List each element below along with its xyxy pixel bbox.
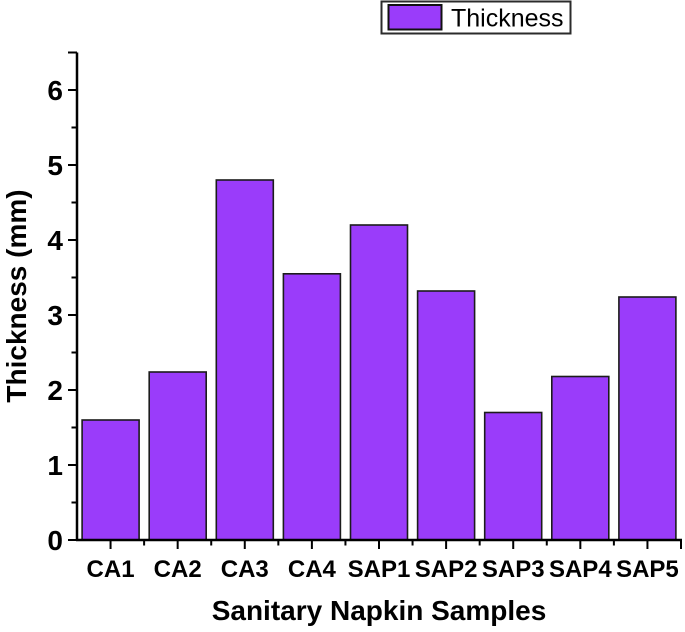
x-tick-label-CA2: CA2 (154, 556, 202, 583)
x-axis-title: Sanitary Napkin Samples (212, 595, 547, 626)
y-axis-title: Thickness (mm) (1, 189, 32, 402)
bar-CA3 (215, 179, 275, 541)
x-tick-label-SAP5: SAP5 (616, 556, 679, 583)
bar-SAP3 (483, 411, 543, 541)
y-tick-label-0: 0 (47, 525, 63, 556)
x-tick-label-CA4: CA4 (288, 556, 337, 583)
y-tick-label-1: 1 (47, 450, 63, 481)
bar-CA1 (81, 419, 140, 541)
y-tick-label-2: 2 (47, 375, 63, 406)
axes-group: 0 1 2 3 4 5 6 CA1 CA2 CA3 CA4 SAP1 SAP2 SAP3 SAP4 SAP5 (47, 51, 682, 583)
y-tick-label-4: 4 (47, 225, 63, 256)
legend: Thickness (380, 0, 572, 35)
x-tick-label-SAP3: SAP3 (482, 556, 545, 583)
bar-SAP2 (416, 290, 476, 541)
bars-group (81, 179, 677, 541)
bar-SAP1 (349, 224, 409, 541)
bar-CA4 (282, 272, 342, 541)
x-tick-label-SAP4: SAP4 (549, 556, 612, 583)
bar-SAP5 (618, 296, 677, 541)
x-tick-label-SAP2: SAP2 (415, 556, 478, 583)
bar-SAP4 (550, 375, 610, 541)
legend-label: Thickness (451, 5, 564, 33)
y-tick-label-3: 3 (47, 300, 63, 331)
y-tick-label-5: 5 (47, 150, 63, 181)
x-tick-label-SAP1: SAP1 (348, 556, 411, 583)
x-tick-label-CA3: CA3 (221, 556, 269, 583)
y-tick-label-6: 6 (47, 75, 63, 106)
legend-swatch (387, 4, 443, 31)
bar-CA2 (148, 371, 207, 541)
x-tick-label-CA1: CA1 (87, 556, 135, 583)
